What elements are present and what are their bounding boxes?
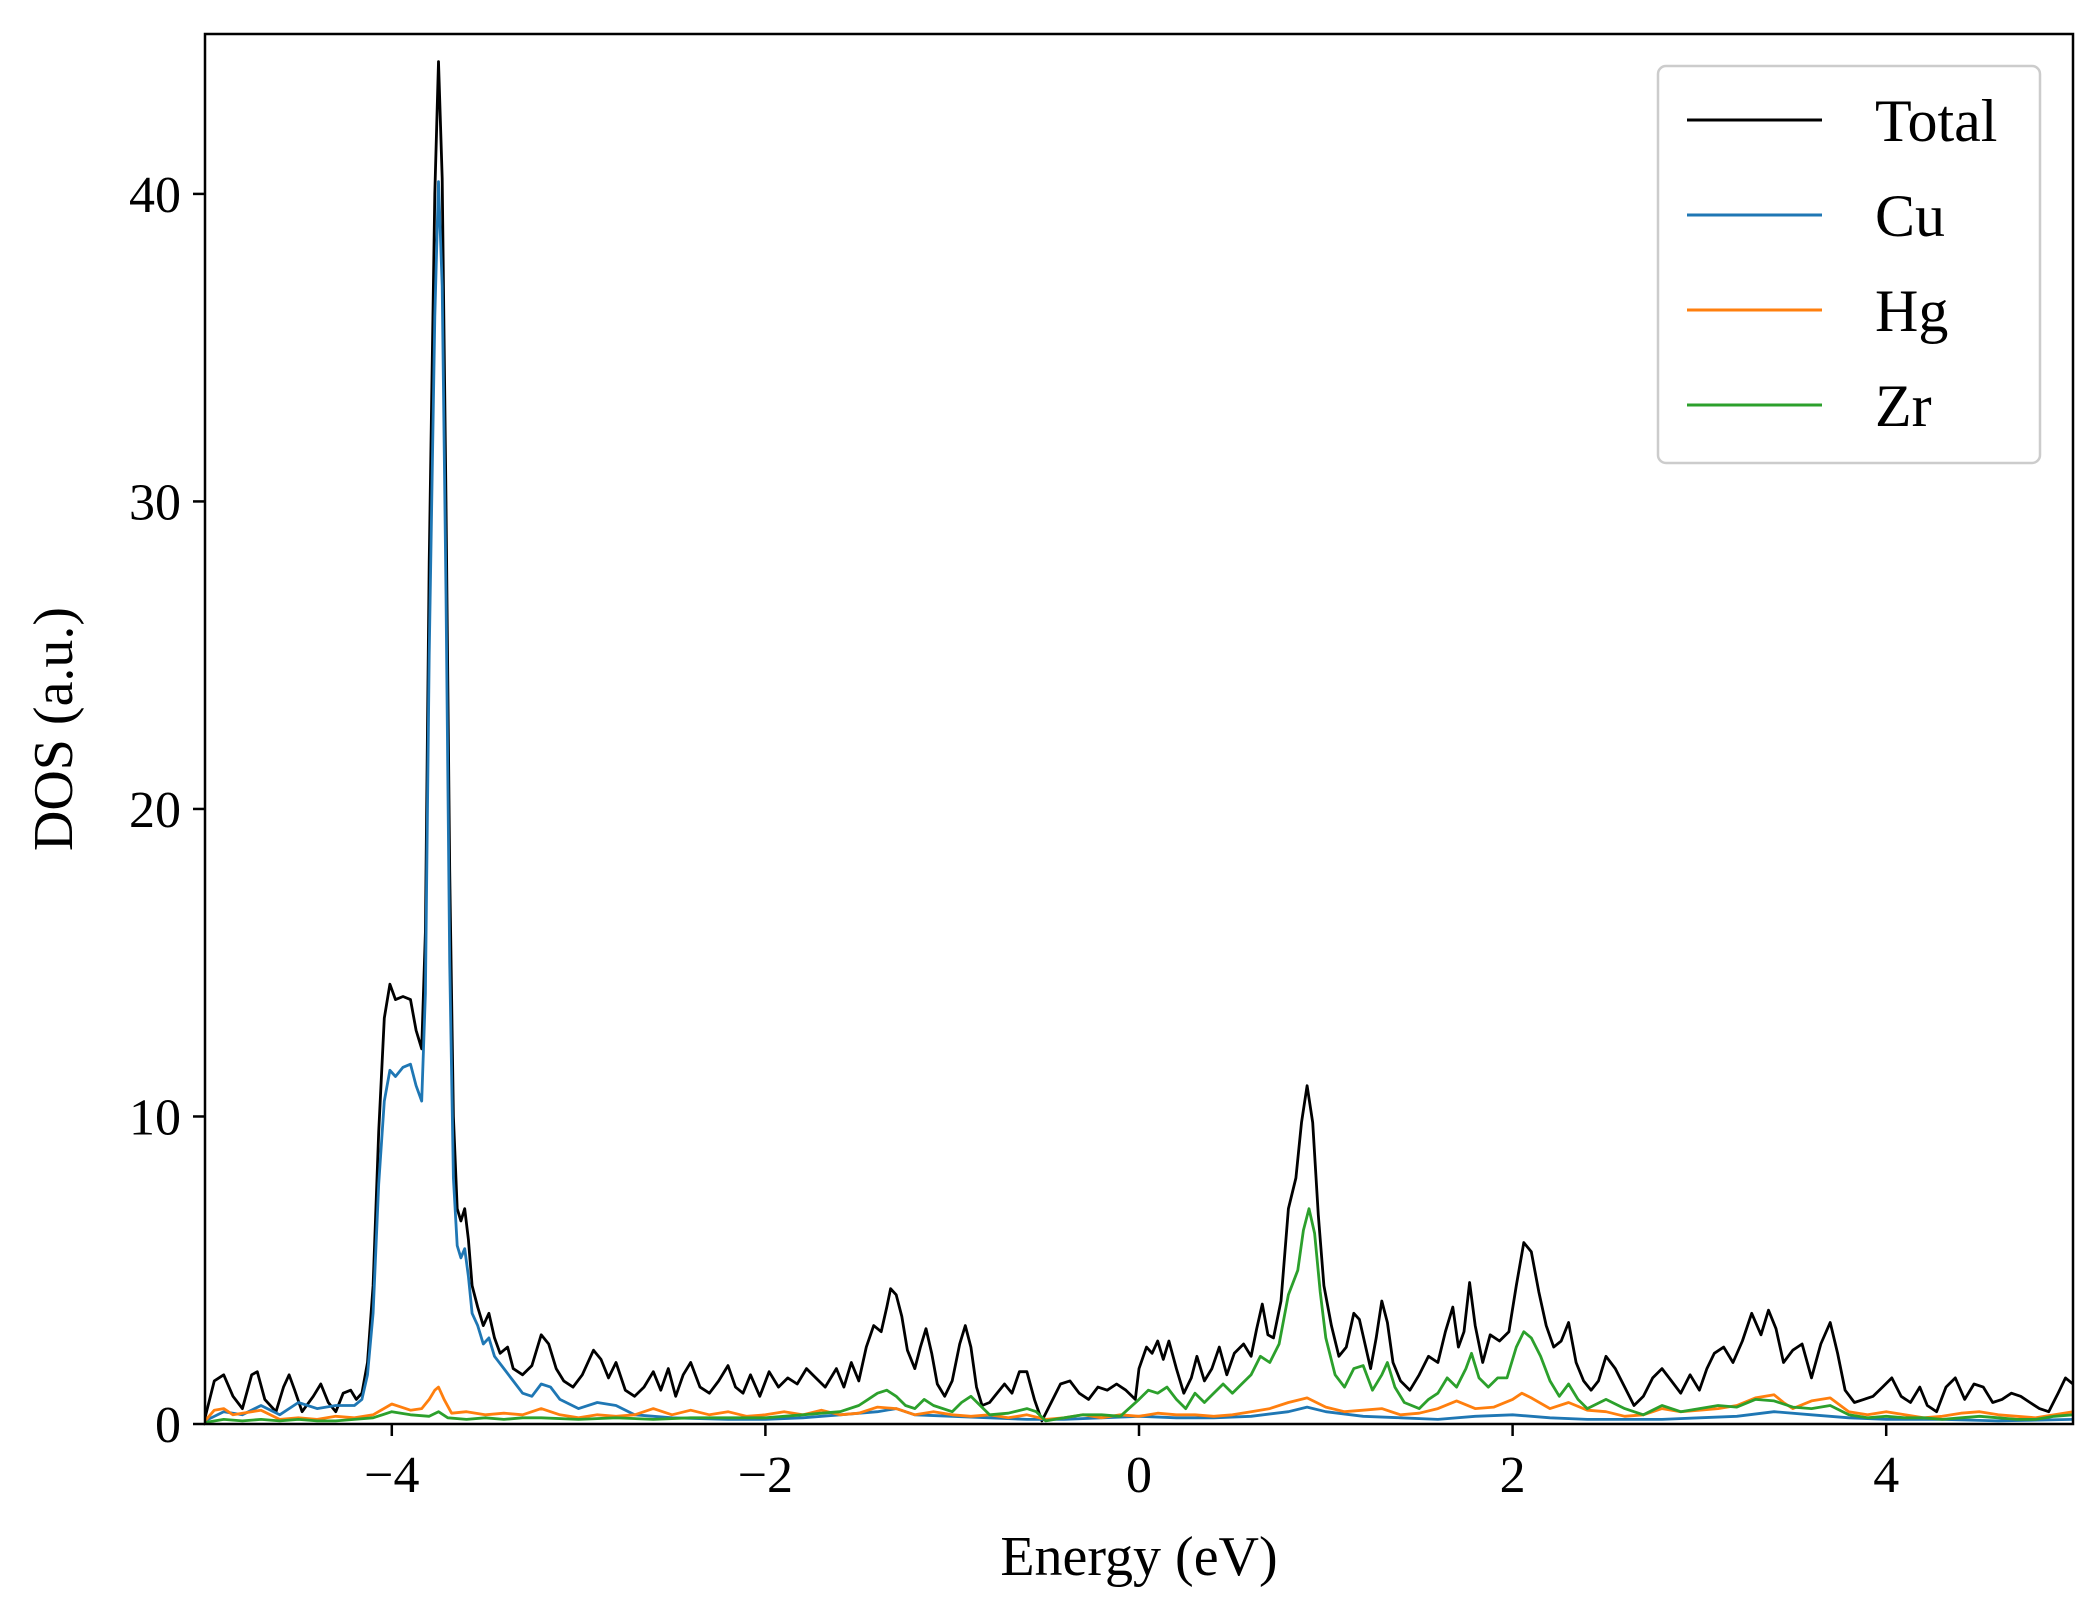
x-tick-label: 4 <box>1873 1447 1899 1504</box>
legend-label-cu: Cu <box>1875 183 1945 249</box>
series-line-zr <box>205 1207 2073 1424</box>
series-line-cu <box>205 180 2073 1423</box>
y-axis-label: DOS (a.u.) <box>23 607 85 851</box>
y-tick-label: 40 <box>129 167 181 224</box>
x-axis-label: Energy (eV) <box>1000 1526 1277 1588</box>
legend-label-total: Total <box>1875 88 1997 154</box>
y-tick-label: 30 <box>129 474 181 531</box>
x-tick-label: 2 <box>1500 1447 1526 1504</box>
legend: Total Cu Hg Zr <box>1656 64 2042 465</box>
x-tick-label: 0 <box>1126 1447 1152 1504</box>
y-tick-label: 0 <box>155 1397 181 1454</box>
y-tick-label: 10 <box>129 1089 181 1146</box>
x-tick-label: −4 <box>364 1447 419 1504</box>
x-axis: −4 −2 0 2 4 <box>364 1424 1899 1504</box>
series-line-hg <box>205 1385 2073 1423</box>
y-axis: 0 10 20 30 40 <box>129 167 205 1454</box>
legend-frame <box>1656 64 2042 465</box>
legend-label-hg: Hg <box>1875 278 1948 344</box>
y-tick-label: 20 <box>129 782 181 839</box>
series-line-total <box>205 60 2073 1423</box>
series-layer <box>205 60 2073 1424</box>
legend-label-zr: Zr <box>1875 373 1932 439</box>
x-tick-label: −2 <box>738 1447 793 1504</box>
